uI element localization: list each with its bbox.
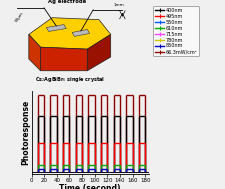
Polygon shape [29,34,40,71]
Text: Ag electrode: Ag electrode [48,0,87,4]
Polygon shape [87,34,111,71]
Y-axis label: Photoresponse: Photoresponse [21,100,30,165]
X-axis label: Time (second): Time (second) [59,184,121,189]
Text: 50μm: 50μm [15,11,25,23]
Legend: 400nm, 495nm, 550nm, 610nm, 715nm, 780nm, 850nm, 66.3mW/cm²: 400nm, 495nm, 550nm, 610nm, 715nm, 780nm… [153,6,199,56]
Polygon shape [46,25,66,31]
Polygon shape [40,47,87,71]
Polygon shape [72,29,90,36]
Text: 1mm: 1mm [114,3,124,7]
Polygon shape [29,18,111,49]
Text: Cs$_2$AgBiBr$_6$ single crystal: Cs$_2$AgBiBr$_6$ single crystal [35,75,105,84]
